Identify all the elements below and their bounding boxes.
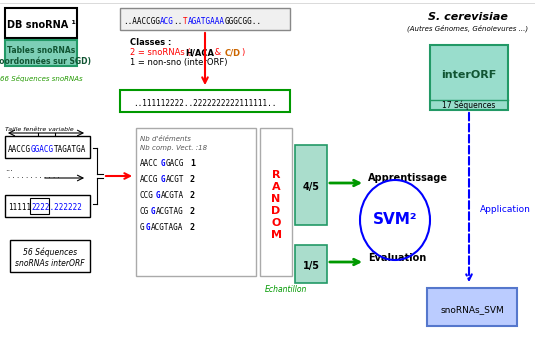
Text: . . . . . . . . . . . .: . . . . . . . . . . . . bbox=[8, 173, 60, 179]
Bar bbox=[5, 40, 77, 66]
Text: Taille fenêtre variable: Taille fenêtre variable bbox=[5, 127, 74, 132]
Text: DB snoRNA ¹: DB snoRNA ¹ bbox=[6, 20, 75, 30]
Text: 2: 2 bbox=[190, 206, 195, 215]
Bar bbox=[120, 8, 290, 30]
Text: ACG: ACG bbox=[160, 17, 174, 25]
Text: 17 Séquences: 17 Séquences bbox=[442, 100, 496, 110]
Bar bbox=[260, 128, 292, 276]
Text: interORF: interORF bbox=[441, 70, 496, 80]
Bar bbox=[295, 245, 327, 283]
Text: ACCG: ACCG bbox=[140, 174, 158, 183]
Text: ACGTA: ACGTA bbox=[161, 191, 184, 200]
Text: ): ) bbox=[241, 48, 244, 57]
Text: Nb d'éléments: Nb d'éléments bbox=[140, 136, 191, 142]
Bar bbox=[5, 195, 90, 217]
Text: AACCG: AACCG bbox=[8, 144, 31, 153]
Text: AGATGAAA: AGATGAAA bbox=[187, 17, 224, 25]
Text: Nb comp. Vect. :18: Nb comp. Vect. :18 bbox=[140, 145, 207, 151]
Text: Classes :: Classes : bbox=[130, 38, 171, 47]
Text: ACGTAG: ACGTAG bbox=[156, 206, 184, 215]
Text: ..111112222..2222222222111111..: ..111112222..2222222222111111.. bbox=[133, 98, 277, 107]
Bar bbox=[136, 128, 256, 276]
Text: 4/5: 4/5 bbox=[302, 182, 319, 192]
Text: 1 = non-sno (interORF): 1 = non-sno (interORF) bbox=[130, 58, 227, 67]
Text: Echantillon: Echantillon bbox=[265, 285, 307, 294]
Bar bbox=[120, 90, 290, 112]
Text: G: G bbox=[145, 223, 150, 232]
Text: R
A
N
D
O
M: R A N D O M bbox=[271, 170, 281, 240]
Text: Apprentissage: Apprentissage bbox=[368, 173, 448, 183]
Text: G: G bbox=[161, 159, 165, 168]
Text: 66 Séquences snoRNAs: 66 Séquences snoRNAs bbox=[0, 75, 82, 82]
Text: 2222.222222: 2222.222222 bbox=[31, 204, 82, 213]
Text: G: G bbox=[150, 206, 155, 215]
Text: Application: Application bbox=[480, 205, 531, 215]
Text: 2: 2 bbox=[190, 174, 195, 183]
Text: ..AACCGG: ..AACCGG bbox=[123, 17, 160, 25]
Text: Évaluation: Évaluation bbox=[368, 253, 426, 263]
Text: 1/5: 1/5 bbox=[302, 261, 319, 271]
Text: T: T bbox=[183, 17, 187, 25]
Text: CCG: CCG bbox=[140, 191, 154, 200]
Text: GGACG: GGACG bbox=[31, 144, 54, 153]
Bar bbox=[295, 145, 327, 225]
Text: 2: 2 bbox=[190, 223, 195, 232]
Text: ACGTAGA: ACGTAGA bbox=[150, 223, 183, 232]
Text: 56 Séquences
snoRNAs interORF: 56 Séquences snoRNAs interORF bbox=[15, 248, 85, 268]
Bar bbox=[427, 288, 517, 326]
Text: GGGCGG..: GGGCGG.. bbox=[224, 17, 261, 25]
Text: G: G bbox=[156, 191, 160, 200]
Text: ..: .. bbox=[173, 17, 183, 25]
Bar bbox=[430, 45, 508, 110]
Text: ...: ... bbox=[5, 164, 13, 173]
Text: SVM²: SVM² bbox=[373, 213, 417, 227]
Bar bbox=[10, 240, 90, 272]
Text: 2: 2 bbox=[190, 191, 195, 200]
Text: CG: CG bbox=[140, 206, 149, 215]
Bar bbox=[30, 198, 49, 214]
Text: 11111: 11111 bbox=[8, 204, 31, 213]
Text: snoRNAs_SVM: snoRNAs_SVM bbox=[440, 305, 504, 314]
Text: G: G bbox=[161, 174, 165, 183]
Text: S. cerevisiae: S. cerevisiae bbox=[428, 12, 508, 22]
Text: 2 = snoRNAs (: 2 = snoRNAs ( bbox=[130, 48, 190, 57]
Text: G: G bbox=[140, 223, 144, 232]
Text: 1: 1 bbox=[190, 159, 195, 168]
Bar bbox=[5, 136, 90, 158]
Text: H/ACA: H/ACA bbox=[185, 48, 214, 57]
Bar bbox=[5, 8, 77, 38]
Text: Tables snoRNAs
(coordonnées sur SGD): Tables snoRNAs (coordonnées sur SGD) bbox=[0, 46, 91, 66]
Text: AACC: AACC bbox=[140, 159, 158, 168]
Text: TAGATGA: TAGATGA bbox=[54, 144, 86, 153]
Text: ACGT: ACGT bbox=[166, 174, 185, 183]
Text: GACG: GACG bbox=[166, 159, 185, 168]
Text: (Autres Génomes, Génolevures ...): (Autres Génomes, Génolevures ...) bbox=[408, 24, 529, 32]
Text: C/D: C/D bbox=[225, 48, 241, 57]
Text: &: & bbox=[212, 48, 224, 57]
